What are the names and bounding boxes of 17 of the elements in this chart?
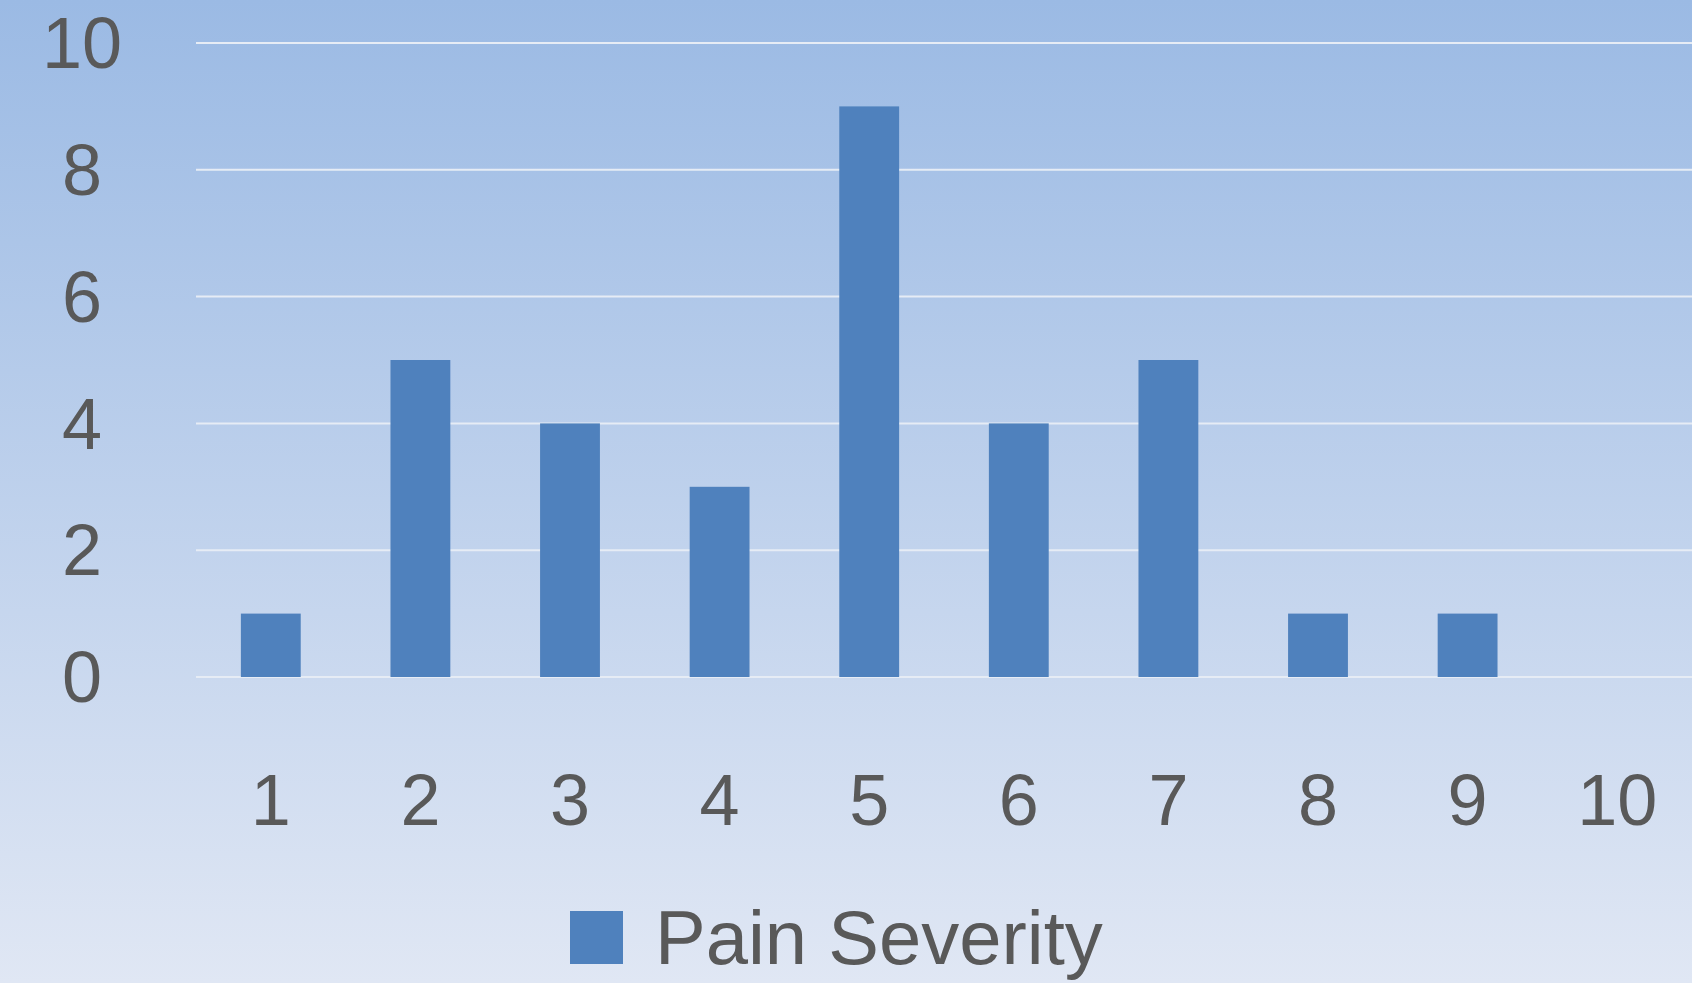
x-tick-label: 10 (1577, 760, 1658, 841)
x-tick-label: 7 (1148, 760, 1189, 841)
legend-label: Pain Severity (655, 894, 1103, 980)
y-tick-label: 0 (61, 637, 103, 718)
x-tick-label: 2 (400, 760, 441, 841)
x-tick-label: 1 (250, 760, 291, 841)
x-tick-label: 4 (699, 760, 740, 841)
x-tick-label: 8 (1297, 760, 1339, 841)
y-tick-label: 8 (61, 130, 103, 210)
x-tick-label: 9 (1447, 760, 1488, 841)
y-tick-label: 4 (61, 383, 103, 464)
y-tick-label: 10 (41, 3, 123, 84)
x-tick-label: 6 (998, 760, 1039, 841)
x-tick-label: 5 (849, 760, 890, 841)
x-tick-label: 3 (549, 760, 591, 841)
y-tick-label: 6 (61, 256, 103, 337)
y-tick-label: 2 (61, 510, 103, 591)
